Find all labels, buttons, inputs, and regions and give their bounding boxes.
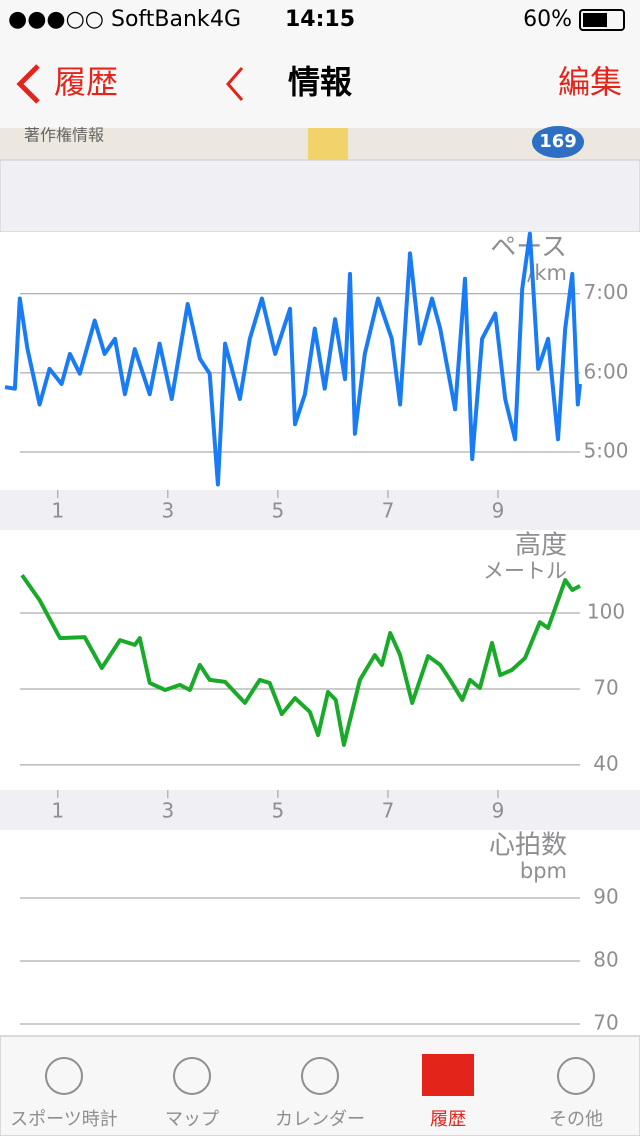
data-line	[20, 573, 581, 747]
time: 14:15	[285, 7, 355, 32]
y-tick-label: 80	[593, 948, 618, 972]
y-tick-label: 70	[593, 675, 618, 699]
tab-label[interactable]: マップ	[165, 1109, 219, 1130]
chart-unit: メートル	[483, 559, 567, 583]
edit-button[interactable]: 編集	[558, 63, 622, 101]
tab-icon	[301, 1057, 339, 1095]
battery-level	[583, 13, 607, 27]
chart-title: 高度	[515, 531, 567, 561]
tab-icon	[173, 1057, 211, 1095]
chart-title: 心拍数	[489, 831, 567, 861]
x-tick-label: 1	[51, 499, 64, 523]
battery-icon	[579, 9, 625, 31]
tab-label[interactable]: カレンダー	[275, 1109, 365, 1130]
y-tick-label: 7:00	[584, 280, 629, 304]
x-tick-label: 9	[492, 499, 505, 523]
nav-title: 情報	[288, 63, 352, 101]
spacer	[0, 159, 640, 233]
back-button[interactable]: 履歴	[54, 63, 118, 101]
x-tick-label: 7	[382, 499, 395, 523]
x-axis-band	[0, 490, 640, 530]
network: 4G	[210, 7, 241, 32]
y-tick-label: 70	[593, 1011, 618, 1035]
x-tick-label: 3	[161, 799, 174, 823]
tab-icon	[422, 1054, 474, 1096]
x-tick-label: 5	[272, 799, 285, 823]
y-tick-label: 40	[593, 751, 618, 775]
data-line	[4, 231, 582, 487]
y-tick-label: 100	[587, 600, 625, 624]
route-number: 169	[539, 131, 577, 152]
tab-label[interactable]: 履歴	[430, 1109, 466, 1130]
x-axis-band	[0, 790, 640, 830]
prev-icon[interactable]	[226, 67, 244, 101]
x-tick-label: 9	[492, 799, 505, 823]
y-tick-label: 90	[593, 885, 618, 909]
map-copyright[interactable]: 著作権情報	[24, 126, 104, 145]
header-bg	[0, 0, 640, 128]
x-tick-label: 5	[272, 499, 285, 523]
y-tick-label: 5:00	[584, 439, 629, 463]
map-road	[308, 128, 348, 160]
tab-icon	[557, 1057, 595, 1095]
back-icon[interactable]	[16, 64, 40, 104]
x-tick-label: 1	[51, 799, 64, 823]
battery-percent: 60%	[523, 7, 572, 32]
tab-label[interactable]: その他	[549, 1109, 603, 1130]
y-tick-label: 6:00	[584, 359, 629, 383]
tab-icon	[45, 1057, 83, 1095]
x-tick-label: 3	[161, 499, 174, 523]
chart-unit: bpm	[520, 859, 567, 883]
x-tick-label: 7	[382, 799, 395, 823]
carrier: ●●●○○ SoftBank	[8, 7, 210, 32]
tab-label[interactable]: スポーツ時計	[10, 1109, 118, 1130]
route-shield	[532, 126, 584, 158]
